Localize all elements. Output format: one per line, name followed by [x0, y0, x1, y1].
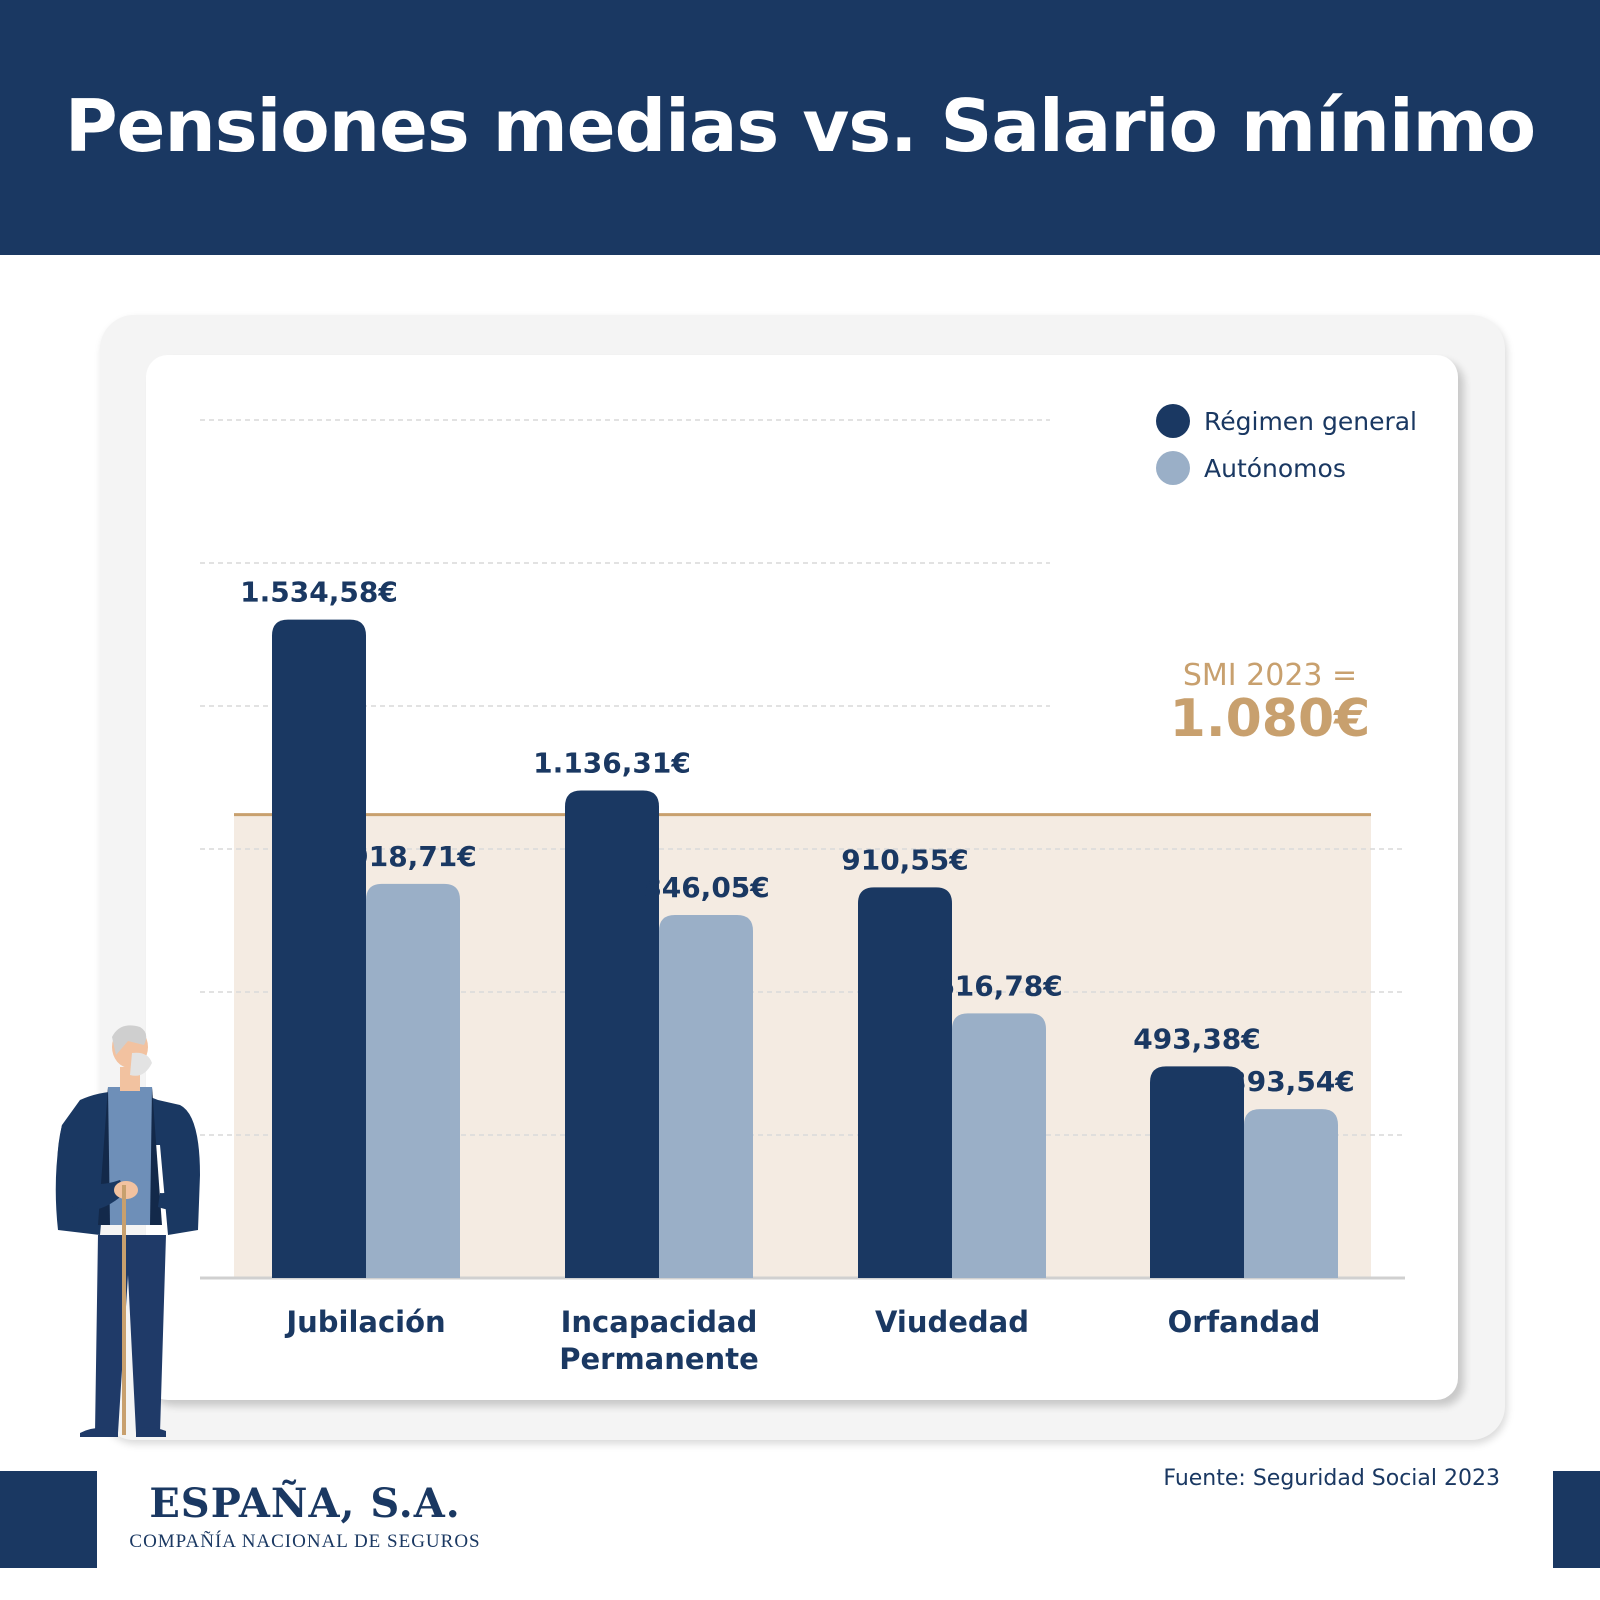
- bar: [659, 915, 753, 1278]
- category-label: Permanente: [559, 1342, 759, 1376]
- data-label: 393,54€: [1227, 1065, 1355, 1098]
- data-label: 918,71€: [349, 840, 477, 873]
- bar: [565, 790, 659, 1278]
- header-banner: Pensiones medias vs. Salario mínimo: [0, 0, 1600, 255]
- smi-label-line1: SMI 2023 =: [1182, 658, 1358, 693]
- data-label: 910,55€: [841, 843, 969, 876]
- bar: [1244, 1109, 1338, 1278]
- data-label: 1.534,58€: [240, 576, 398, 609]
- legend-swatch-regimen-general: [1156, 404, 1190, 438]
- data-label: 493,38€: [1133, 1022, 1261, 1055]
- data-label: 1.136,31€: [533, 747, 691, 780]
- brand-tagline: COMPAÑÍA NACIONAL DE SEGUROS: [129, 1531, 481, 1552]
- bar: [366, 883, 460, 1278]
- source-note: Fuente: Seguridad Social 2023: [1163, 1466, 1500, 1491]
- category-label: Viudedad: [875, 1305, 1029, 1339]
- corner-block-left: [0, 1471, 97, 1568]
- legend-item-autonomos: Autónomos: [1156, 451, 1346, 485]
- elderly-man-illustration: [55, 1025, 200, 1437]
- smi-label-value: 1.080€: [1169, 688, 1371, 749]
- bar: [952, 1013, 1046, 1278]
- data-label: 616,78€: [935, 969, 1063, 1002]
- bar: [1150, 1066, 1244, 1278]
- category-label: Incapacidad: [561, 1305, 758, 1339]
- category-label: Orfandad: [1168, 1305, 1321, 1339]
- brand-logo: ESPAÑA, S.A. COMPAÑÍA NACIONAL DE SEGURO…: [110, 1480, 500, 1553]
- smi-annotation: SMI 2023 = 1.080€: [1155, 660, 1385, 746]
- bar: [272, 619, 366, 1278]
- brand-name: ESPAÑA, S.A.: [149, 1480, 461, 1527]
- legend-item-regimen-general: Régimen general: [1156, 404, 1417, 438]
- category-label: Jubilación: [284, 1305, 445, 1339]
- corner-block-right: [1553, 1471, 1600, 1568]
- page-title: Pensiones medias vs. Salario mínimo: [64, 84, 1536, 168]
- legend-swatch-autonomos: [1156, 451, 1190, 485]
- legend-label: Autónomos: [1204, 453, 1346, 483]
- legend-label: Régimen general: [1204, 406, 1417, 436]
- data-label: 846,05€: [642, 871, 770, 904]
- bar: [858, 887, 952, 1278]
